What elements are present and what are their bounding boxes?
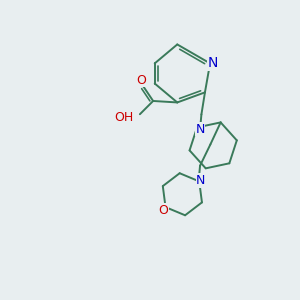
Text: N: N bbox=[195, 123, 205, 136]
Text: O: O bbox=[158, 204, 168, 217]
Text: N: N bbox=[196, 174, 206, 187]
Text: O: O bbox=[136, 74, 146, 87]
Text: OH: OH bbox=[114, 111, 134, 124]
Text: N: N bbox=[207, 56, 218, 70]
